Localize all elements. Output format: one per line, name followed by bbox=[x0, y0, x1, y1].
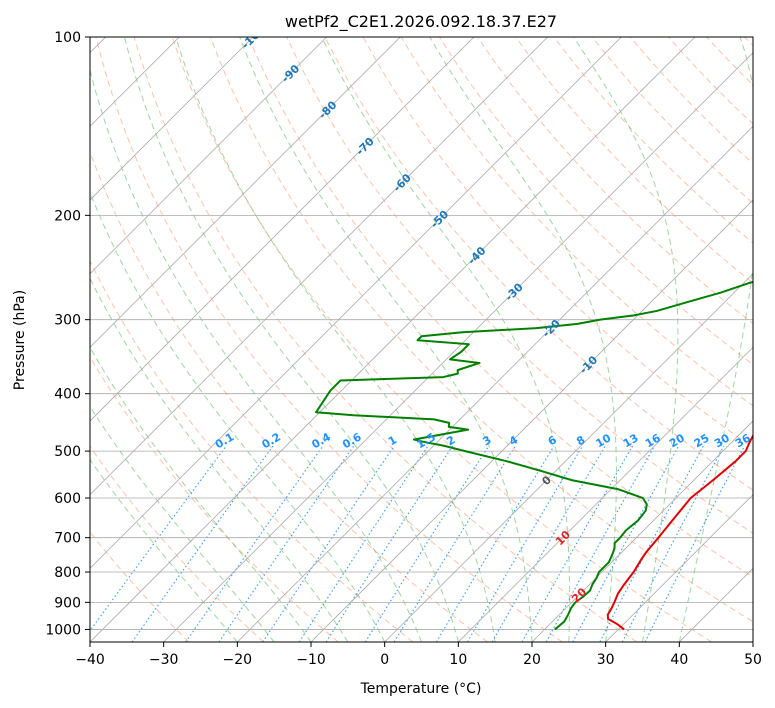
x-tick-label: −10 bbox=[296, 652, 326, 668]
y-tick-label: 100 bbox=[54, 30, 81, 46]
moist-adiabat bbox=[573, 37, 679, 642]
y-tick-label: 1000 bbox=[45, 622, 81, 638]
y-tick-label: 800 bbox=[54, 565, 81, 581]
y-tick-label: 500 bbox=[54, 444, 81, 460]
isotherm-line bbox=[90, 37, 475, 422]
dry-adiabat bbox=[90, 259, 414, 642]
moist-adiabat bbox=[90, 68, 422, 642]
x-tick-label: 20 bbox=[523, 652, 541, 668]
isotherm-line bbox=[90, 37, 327, 275]
y-axis-label: Pressure (hPa) bbox=[12, 290, 28, 390]
moist-adiabat bbox=[239, 37, 533, 642]
y-tick-label: 700 bbox=[54, 531, 81, 547]
moist-adiabat bbox=[90, 277, 349, 642]
moist-adiabat bbox=[321, 37, 571, 642]
mixing-ratio-line bbox=[131, 445, 274, 642]
dry-adiabat bbox=[286, 37, 753, 534]
isotherm-line bbox=[90, 37, 254, 201]
mixing-ratio-line bbox=[218, 445, 355, 642]
isotherm-line bbox=[90, 37, 696, 642]
y-tick-label: 200 bbox=[54, 208, 81, 224]
plot-background bbox=[90, 37, 753, 642]
isotherm-line bbox=[458, 346, 753, 642]
dry-adiabat bbox=[210, 37, 753, 623]
x-tick-label: −40 bbox=[75, 652, 105, 668]
dry-adiabat bbox=[171, 37, 712, 642]
dry-adiabat bbox=[95, 37, 563, 642]
temperature-line bbox=[606, 433, 753, 631]
moist-adiabat bbox=[678, 37, 753, 642]
mixing-ratio-line bbox=[467, 445, 584, 642]
mixing-ratio-line bbox=[644, 445, 746, 642]
plot-frame bbox=[89, 36, 754, 643]
isotherm-line bbox=[384, 273, 753, 642]
mixing-ratio-line bbox=[298, 445, 429, 642]
dry-adiabat bbox=[90, 356, 339, 642]
dry-adiabat bbox=[248, 37, 753, 578]
mixing-ratio-line bbox=[621, 445, 725, 642]
mixing-ratio-line bbox=[545, 445, 656, 642]
dry-adiabat bbox=[133, 37, 638, 642]
isotherm-line bbox=[605, 494, 753, 642]
dewpoint-line bbox=[315, 280, 753, 631]
x-tick-label: 50 bbox=[744, 652, 762, 668]
y-tick-label: 900 bbox=[54, 595, 81, 611]
mixing-ratio-line bbox=[262, 445, 395, 642]
chart-title: wetPf2_C2E1.2026.092.18.37.E27 bbox=[285, 12, 557, 32]
isotherm-line bbox=[237, 125, 753, 642]
x-tick-label: 30 bbox=[597, 652, 615, 668]
moist-adiabat bbox=[123, 37, 459, 642]
mixing-ratio-line bbox=[325, 445, 454, 642]
y-tick-label: 600 bbox=[54, 491, 81, 507]
isotherm-line bbox=[90, 37, 622, 569]
isotherm-line bbox=[90, 37, 548, 496]
mixing-ratio-line bbox=[521, 445, 633, 642]
dry-adiabat bbox=[515, 37, 753, 284]
mixing-ratio-line bbox=[393, 445, 516, 642]
isotherm-line bbox=[90, 37, 401, 348]
y-tick-label: 300 bbox=[54, 313, 81, 329]
moist-adiabat bbox=[90, 190, 386, 642]
moist-adiabat bbox=[90, 458, 238, 642]
isotherm-line bbox=[163, 52, 753, 642]
moist-adiabat bbox=[175, 37, 496, 642]
sounding-lines bbox=[315, 280, 753, 631]
x-tick-label: −30 bbox=[149, 652, 179, 668]
x-tick-label: 0 bbox=[380, 652, 389, 668]
y-axis: 100 200 300 400 500 600 700 800 900 1000 bbox=[45, 30, 90, 638]
x-tick-label: 10 bbox=[449, 652, 467, 668]
x-tick-label: −20 bbox=[223, 652, 253, 668]
dry-adiabat bbox=[324, 37, 753, 491]
x-axis-label: Temperature (°C) bbox=[360, 681, 482, 697]
mixing-ratio-line bbox=[185, 445, 324, 642]
dry-adiabat bbox=[90, 445, 264, 642]
moist-adiabat bbox=[90, 405, 275, 642]
isotherm-line bbox=[310, 199, 753, 642]
mixing-ratio-line bbox=[364, 445, 490, 642]
y-tick-label: 400 bbox=[54, 387, 81, 403]
x-axis: −40 −30 −20 −10 0 10 20 30 40 50 bbox=[75, 642, 762, 668]
x-tick-label: 40 bbox=[670, 652, 688, 668]
mixing-ratio-line bbox=[435, 445, 555, 642]
isotherm-line bbox=[531, 420, 753, 642]
moist-adiabat bbox=[429, 37, 617, 642]
